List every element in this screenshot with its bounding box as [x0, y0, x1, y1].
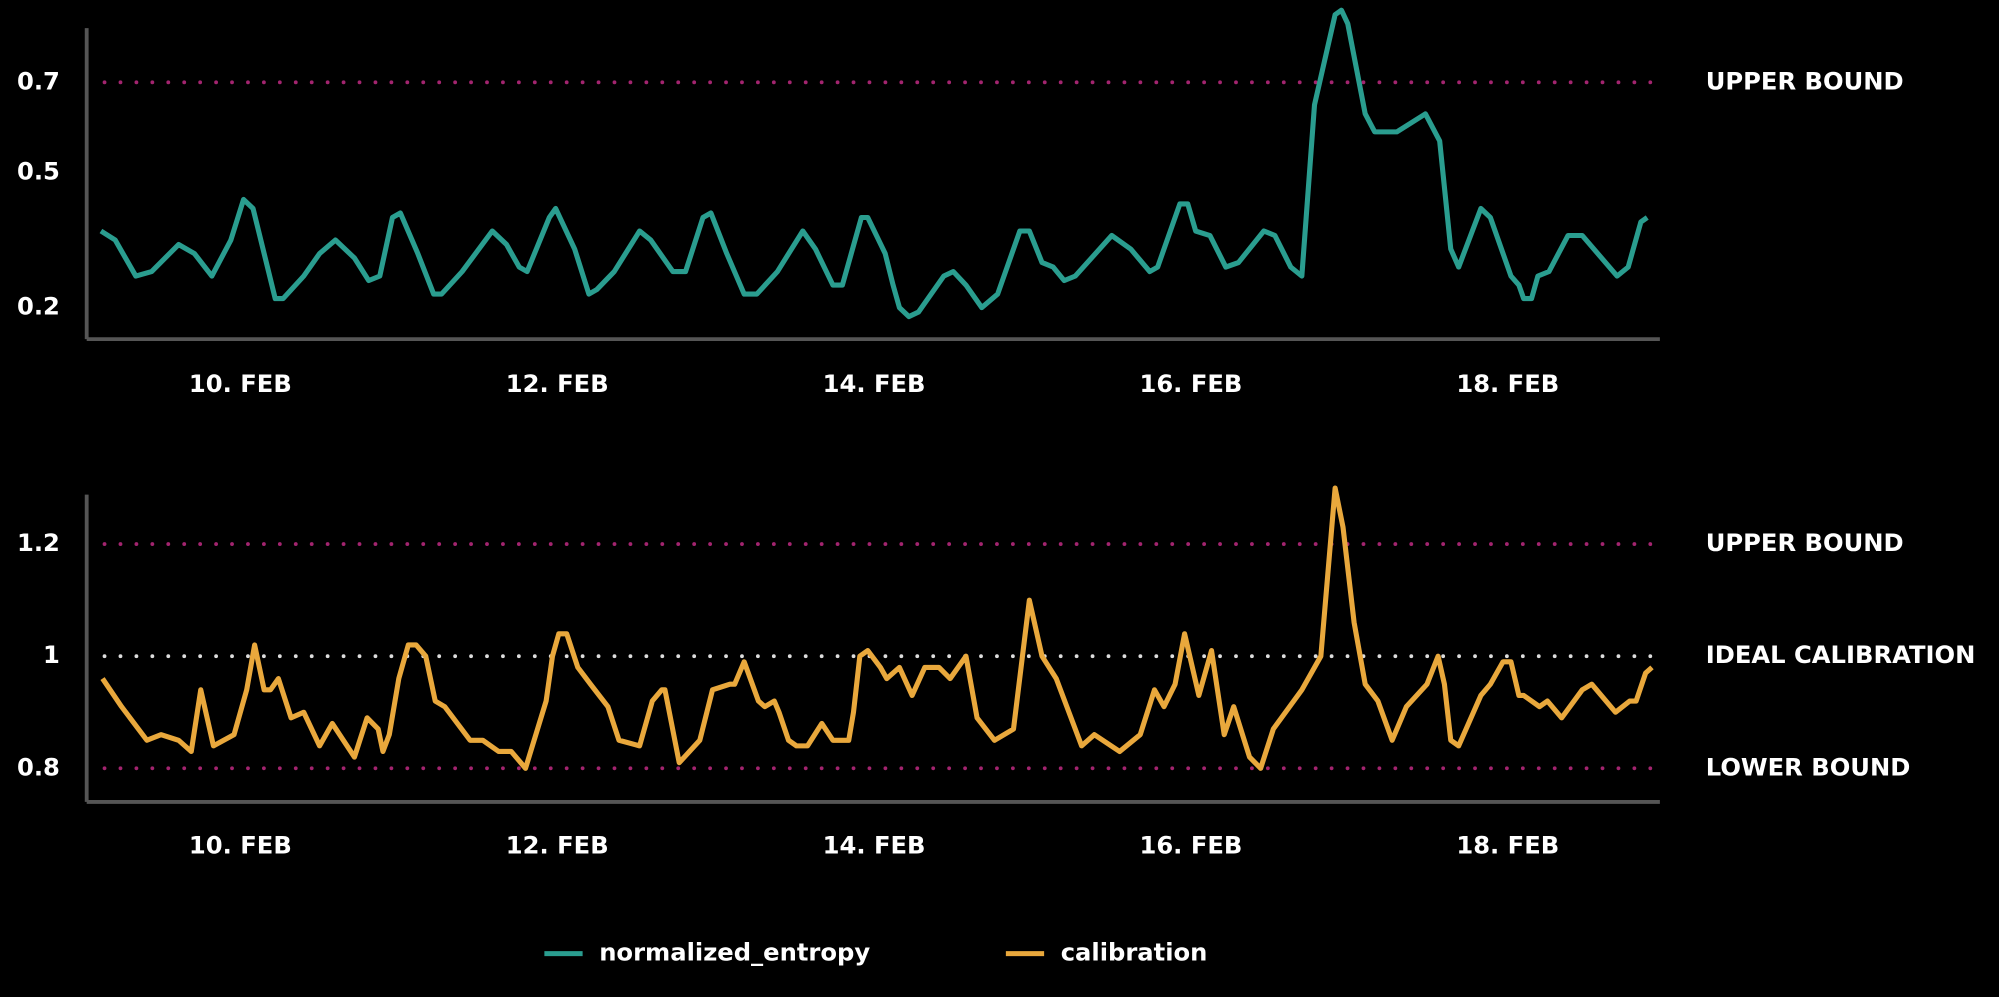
reference-label: IDEAL CALIBRATION [1706, 641, 1976, 669]
y-tick-label: 1.2 [17, 529, 60, 557]
x-tick-label: 16. FEB [1139, 832, 1242, 860]
x-tick-label: 12. FEB [506, 370, 609, 398]
y-tick-label: 0.2 [17, 293, 60, 321]
x-tick-label: 12. FEB [506, 832, 609, 860]
data-line [100, 485, 1654, 771]
legend-label[interactable]: calibration [1061, 939, 1208, 967]
x-tick-label: 18. FEB [1456, 370, 1559, 398]
data-line [99, 7, 1649, 320]
y-tick-label: 0.7 [17, 67, 60, 95]
x-tick-label: 16. FEB [1139, 370, 1242, 398]
y-tick-label: 0.8 [17, 753, 60, 781]
x-tick-label: 10. FEB [189, 370, 292, 398]
legend-label[interactable]: normalized_entropy [599, 939, 870, 967]
reference-label: UPPER BOUND [1706, 67, 1904, 95]
x-tick-label: 10. FEB [189, 832, 292, 860]
reference-label: UPPER BOUND [1706, 529, 1904, 557]
reference-label: LOWER BOUND [1706, 753, 1911, 781]
x-tick-label: 14. FEB [823, 370, 926, 398]
y-tick-label: 1 [43, 641, 60, 669]
x-tick-label: 14. FEB [823, 832, 926, 860]
y-tick-label: 0.5 [17, 157, 60, 185]
x-tick-label: 18. FEB [1456, 832, 1559, 860]
